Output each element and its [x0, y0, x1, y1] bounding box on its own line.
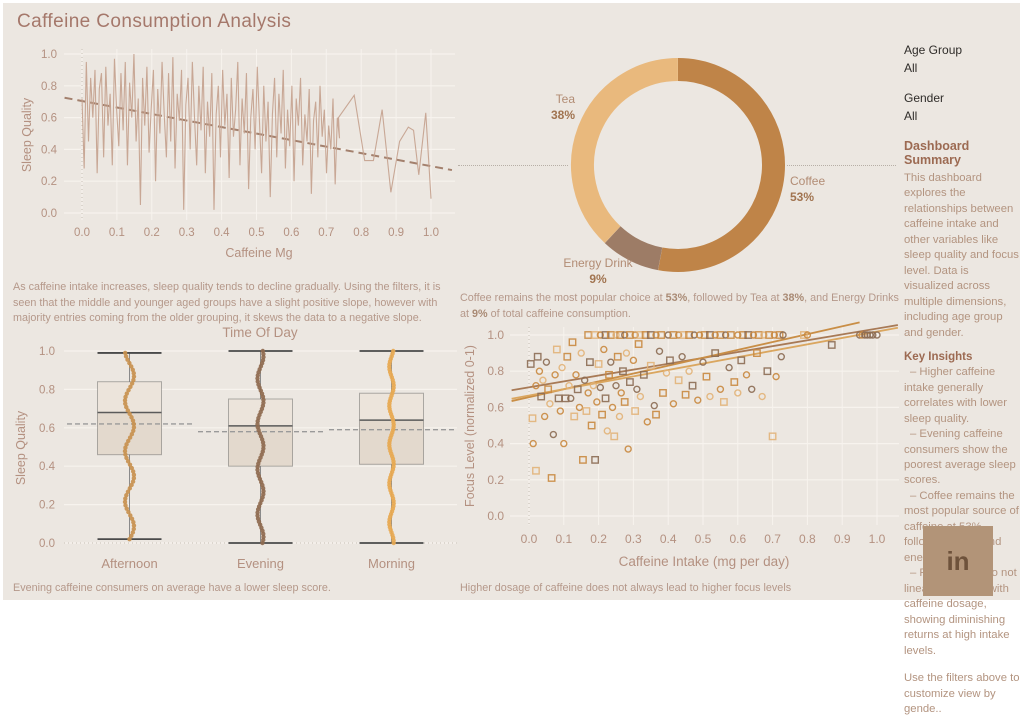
svg-text:0.7: 0.7 — [318, 227, 334, 239]
insights-heading: Key Insights — [904, 351, 973, 364]
svg-text:0.9: 0.9 — [834, 532, 851, 546]
dotted-separator-left — [458, 165, 568, 166]
svg-text:Coffee: Coffee — [790, 174, 825, 188]
svg-text:Time Of Day: Time Of Day — [222, 325, 298, 340]
donut-caption-coffee-pct: 53% — [665, 292, 688, 304]
svg-text:0.4: 0.4 — [39, 461, 56, 473]
svg-text:0.0: 0.0 — [39, 538, 55, 550]
svg-text:1.0: 1.0 — [869, 532, 886, 546]
donut-chart-caption: Coffee remains the most popular choice a… — [460, 292, 899, 320]
linkedin-badge[interactable]: in — [923, 526, 993, 596]
svg-text:0.9: 0.9 — [388, 227, 404, 239]
age-group-filter-value[interactable]: All — [904, 61, 918, 75]
gender-filter[interactable]: Gender All — [904, 91, 1020, 123]
donut-caption-tea-pct: 38% — [782, 292, 805, 304]
age-group-filter[interactable]: Age Group All — [904, 43, 1020, 75]
svg-text:0.1: 0.1 — [555, 532, 572, 546]
svg-text:0.5: 0.5 — [695, 532, 712, 546]
svg-text:Sleep Quality: Sleep Quality — [20, 97, 34, 172]
svg-text:0.0: 0.0 — [487, 509, 504, 523]
svg-text:0.7: 0.7 — [764, 532, 781, 546]
summary-text: This dashboard explores the relationship… — [904, 172, 1019, 339]
svg-text:Tea: Tea — [556, 92, 576, 106]
donut-caption-text: Coffee remains the most popular choice a… — [460, 292, 666, 304]
donut-chart-caffeine-source[interactable]: Coffee 53% Tea 38% Energy Drink 9% — [458, 39, 904, 291]
svg-text:1.0: 1.0 — [39, 346, 55, 358]
svg-text:0.8: 0.8 — [487, 364, 504, 378]
gender-filter-value[interactable]: All — [904, 109, 918, 123]
line-chart-sleep-vs-caffeine[interactable]: 0.0 0.2 0.4 0.6 0.8 1.0 0.0 0.1 0.2 0.3 0.4 0.5 0.6 0… — [9, 37, 461, 287]
insight-item: – Evening caffeine consumers show the po… — [904, 428, 1016, 487]
linkedin-icon: in — [946, 545, 970, 576]
svg-text:0.3: 0.3 — [179, 227, 195, 239]
svg-text:0.8: 0.8 — [799, 532, 816, 546]
svg-text:0.6: 0.6 — [487, 400, 504, 414]
svg-text:0.8: 0.8 — [353, 227, 369, 239]
dashboard-canvas: Caffeine Consumption Analysis 0.0 0.2 0.4 0… — [3, 3, 1020, 715]
svg-text:0.0: 0.0 — [521, 532, 538, 546]
line-chart-caption: As caffeine intake increases, sleep qual… — [13, 281, 441, 325]
svg-text:0.8: 0.8 — [41, 81, 57, 93]
svg-text:0.8: 0.8 — [39, 384, 55, 396]
svg-text:38%: 38% — [551, 108, 575, 122]
svg-text:Energy Drink: Energy Drink — [563, 256, 633, 270]
svg-text:0.6: 0.6 — [283, 227, 299, 239]
donut-caption-energy-pct: 9% — [472, 307, 488, 320]
svg-text:9%: 9% — [589, 272, 607, 286]
svg-text:0.4: 0.4 — [41, 144, 58, 156]
dotted-separator-right — [787, 165, 896, 166]
svg-text:0.6: 0.6 — [39, 423, 55, 435]
svg-text:0.2: 0.2 — [144, 227, 160, 239]
box-plot-caption: Evening caffeine consumers on average ha… — [13, 582, 331, 594]
svg-text:Sleep Quality: Sleep Quality — [14, 410, 28, 485]
svg-text:0.2: 0.2 — [590, 532, 607, 546]
svg-text:1.0: 1.0 — [423, 227, 439, 239]
svg-text:0.1: 0.1 — [109, 227, 125, 239]
svg-text:Caffeine Mg: Caffeine Mg — [225, 246, 292, 260]
svg-text:0.6: 0.6 — [41, 113, 57, 125]
scatter-plot-caption: Higher dosage of caffeine does not alway… — [460, 582, 792, 594]
svg-text:Focus Level (normalized 0-1): Focus Level (normalized 0-1) — [463, 345, 477, 507]
svg-text:0.3: 0.3 — [625, 532, 642, 546]
svg-text:0.0: 0.0 — [41, 208, 57, 220]
svg-text:0.4: 0.4 — [214, 227, 231, 239]
svg-text:0.4: 0.4 — [487, 437, 504, 451]
svg-text:0.2: 0.2 — [487, 473, 504, 487]
svg-text:0.5: 0.5 — [249, 227, 265, 239]
svg-text:0.2: 0.2 — [41, 176, 57, 188]
age-group-filter-label: Age Group — [904, 43, 963, 57]
svg-text:1.0: 1.0 — [41, 49, 57, 61]
svg-text:53%: 53% — [790, 190, 814, 204]
svg-text:0.4: 0.4 — [660, 532, 677, 546]
scatter-plot-focus-vs-caffeine[interactable]: 0.0 0.2 0.4 0.6 0.8 1.0 0.0 0.1 0.2 0.3 0.4 0.5 0.6 0… — [458, 319, 908, 581]
box-plot-sleep-by-time-of-day[interactable]: Time Of Day Afternoon Evening Morning 0.0 0.2… — [9, 325, 461, 581]
filters-note: Use the filters above to customize view … — [904, 672, 1020, 715]
page-title: Caffeine Consumption Analysis — [17, 11, 292, 32]
summary-heading: Dashboard Summary — [904, 139, 970, 167]
svg-text:Morning: Morning — [368, 556, 415, 571]
svg-text:Evening: Evening — [237, 556, 284, 571]
svg-text:1.0: 1.0 — [487, 328, 504, 342]
svg-text:0.0: 0.0 — [74, 227, 90, 239]
svg-text:0.2: 0.2 — [39, 500, 55, 512]
insight-item: – Higher caffeine intake generally corre… — [904, 366, 1007, 425]
svg-text:0.6: 0.6 — [729, 532, 746, 546]
svg-text:Caffeine Intake (mg per day): Caffeine Intake (mg per day) — [619, 554, 790, 569]
gender-filter-label: Gender — [904, 91, 945, 105]
svg-text:Afternoon: Afternoon — [101, 556, 157, 571]
sidebar: Age Group All Gender All Dashboard Summa… — [904, 43, 1020, 717]
